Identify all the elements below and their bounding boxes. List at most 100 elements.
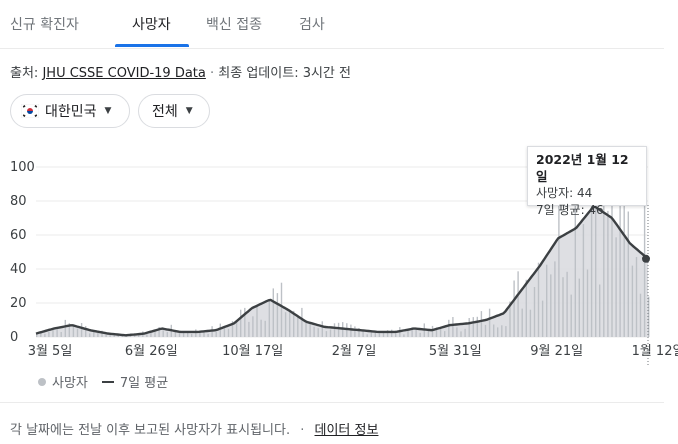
x-tick-label: 1월 12일 <box>632 344 678 359</box>
legend-average-label: 7일 평균 <box>119 376 169 391</box>
highlight-point <box>642 254 650 263</box>
daily-bar <box>537 262 540 337</box>
korea-flag-icon <box>21 104 39 118</box>
daily-bar <box>321 321 323 337</box>
daily-bar <box>231 321 234 337</box>
daily-bar <box>284 312 287 337</box>
daily-bar <box>488 308 491 337</box>
daily-bar <box>207 333 209 337</box>
daily-bar <box>648 296 650 337</box>
daily-bar <box>603 167 605 337</box>
daily-bar <box>85 326 87 337</box>
daily-bar <box>546 264 548 337</box>
daily-bar <box>293 310 295 337</box>
daily-bar <box>240 309 242 337</box>
country-selector[interactable]: 대한민국 ▼ <box>10 94 130 128</box>
daily-bar <box>419 332 421 337</box>
daily-bar <box>60 332 62 337</box>
daily-bar <box>227 328 230 337</box>
daily-bar <box>248 321 250 337</box>
daily-bar <box>289 310 291 337</box>
daily-bar <box>268 301 270 337</box>
source-link[interactable]: JHU CSSE COVID-19 Data <box>42 66 206 81</box>
daily-bar <box>493 324 495 337</box>
daily-bar <box>362 329 364 337</box>
y-tick-label: 0 <box>10 330 18 345</box>
daily-bar <box>562 277 564 337</box>
average-line <box>35 205 649 337</box>
daily-bar <box>452 317 454 337</box>
daily-bar <box>574 199 576 337</box>
x-tick-label: 5월 31일 <box>429 344 482 359</box>
y-tick-label: 80 <box>10 194 27 209</box>
daily-bar <box>427 329 430 337</box>
daily-bar <box>162 330 164 337</box>
daily-bar <box>276 293 279 337</box>
divider <box>0 402 664 403</box>
daily-bar <box>431 325 434 337</box>
daily-bar <box>444 331 446 337</box>
daily-bar <box>80 323 83 337</box>
daily-bar <box>219 323 221 337</box>
daily-bar <box>182 331 185 337</box>
x-tick-label: 9월 21일 <box>530 344 583 359</box>
daily-bar <box>578 278 580 337</box>
y-tick-label: 20 <box>10 296 27 311</box>
daily-bar <box>550 274 552 337</box>
daily-bar <box>631 265 634 337</box>
daily-bar <box>407 330 409 337</box>
chart-tooltip: 2022년 1월 12일 사망자: 44 7일 평균: 46 <box>527 146 647 217</box>
daily-bar <box>541 300 544 337</box>
tab-deaths[interactable]: 사망자 <box>132 17 171 33</box>
daily-bar <box>256 305 258 337</box>
daily-bar <box>476 316 478 337</box>
daily-bar <box>72 325 75 337</box>
scope-selector[interactable]: 전체 ▼ <box>138 94 210 128</box>
daily-bar <box>529 309 532 337</box>
daily-bar <box>411 327 413 337</box>
daily-bar <box>280 282 283 337</box>
daily-bar <box>191 333 193 337</box>
daily-bar <box>178 333 181 337</box>
daily-bar <box>244 307 246 337</box>
active-tab-indicator <box>115 44 189 47</box>
source-line: 출처: JHU CSSE COVID-19 Data · 최종 업데이트: 3시… <box>10 62 351 81</box>
daily-bar <box>415 328 417 337</box>
daily-bar <box>138 334 140 337</box>
daily-bar <box>366 334 368 337</box>
daily-bar <box>382 332 385 337</box>
daily-bar <box>639 293 642 337</box>
footnote-text: 각 날짜에는 전날 이후 보고된 사망자가 표시됩니다. <box>10 423 291 438</box>
chart-legend: 사망자 7일 평균 <box>38 372 168 391</box>
tab-vaccinations[interactable]: 백신 접종 <box>206 17 262 33</box>
data-info-link[interactable]: 데이터 정보 <box>314 423 379 438</box>
daily-bar <box>305 320 307 337</box>
y-tick-label: 100 <box>10 160 35 175</box>
daily-bar <box>252 316 254 337</box>
daily-bar <box>395 333 397 337</box>
tab-tests[interactable]: 검사 <box>299 17 325 33</box>
daily-bar <box>223 326 226 337</box>
daily-bar <box>105 334 107 337</box>
tab-new-cases[interactable]: 신규 확진자 <box>10 17 79 33</box>
daily-bar <box>599 284 601 337</box>
daily-bar <box>133 335 136 337</box>
legend-deaths-swatch <box>38 377 46 386</box>
daily-bar <box>505 326 507 337</box>
daily-bar <box>48 331 50 337</box>
daily-bar <box>517 271 519 337</box>
daily-bar <box>464 328 466 337</box>
daily-bar <box>89 333 91 337</box>
deaths-chart[interactable]: 0 20 40 60 80 100 3월 5일 6월 26일 10월 17일 2월 7일 5월 31… <box>0 140 678 370</box>
daily-bar <box>448 319 450 337</box>
daily-bar <box>117 335 119 337</box>
legend-deaths-label: 사망자 <box>52 376 88 391</box>
daily-bar <box>215 332 217 337</box>
daily-bar <box>590 201 593 337</box>
y-tick-label: 40 <box>10 262 27 277</box>
daily-bar <box>187 332 189 337</box>
daily-bar <box>509 301 511 337</box>
daily-bar <box>521 308 523 337</box>
daily-bar <box>513 280 515 337</box>
daily-bar <box>558 188 560 337</box>
